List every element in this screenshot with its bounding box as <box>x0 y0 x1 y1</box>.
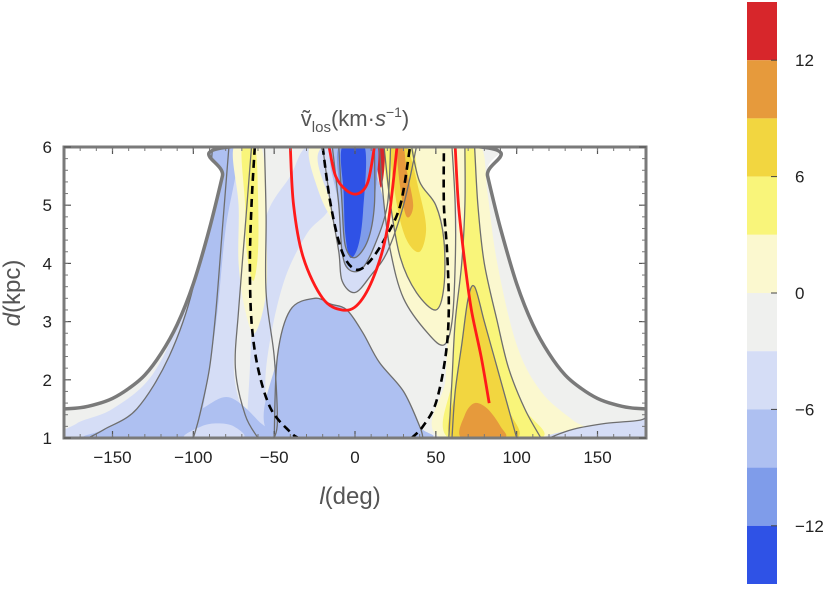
chart-title-unit-exp: −1 <box>386 104 402 120</box>
contour-band-3 <box>247 147 341 438</box>
y-tick-label: 1 <box>43 429 52 448</box>
colorbar-band-0 <box>747 2 777 61</box>
colorbar-band-2 <box>747 118 777 177</box>
colorbar-ticks: 12 6 0 −6 −12 <box>771 51 824 536</box>
x-tick-label: 50 <box>426 448 445 467</box>
colorbar-band-5 <box>747 293 777 352</box>
x-tick-label: 0 <box>350 448 359 467</box>
x-axis-variable: l <box>319 483 325 510</box>
chart-title: ṽlos(km·s−1) <box>301 104 409 136</box>
y-tick-label: 6 <box>43 138 52 157</box>
chart-title-unit-s: s <box>375 106 386 131</box>
y-tick-label: 5 <box>43 196 52 215</box>
contour-band-2 <box>83 147 239 438</box>
colorbar-band-8 <box>747 467 777 526</box>
contour-band-23 <box>183 423 245 438</box>
x-tick-label: 100 <box>502 448 530 467</box>
dashed-curve-1 <box>321 147 412 272</box>
contour-line-7 <box>383 147 446 311</box>
boundary-curve <box>64 147 646 411</box>
contour-band-22 <box>459 402 507 438</box>
colorbar-band-7 <box>747 409 777 468</box>
colorbar-tick-label: 12 <box>795 51 814 70</box>
contour-band-18 <box>367 147 379 194</box>
contour-line-9 <box>473 147 542 438</box>
contour-band-21 <box>447 285 520 438</box>
x-tick-label: −150 <box>93 448 131 467</box>
x-tick-label: −50 <box>260 448 289 467</box>
colorbar-band-6 <box>747 351 777 410</box>
contour-line-3 <box>322 147 418 294</box>
contour-line-4 <box>331 147 392 273</box>
contour-line-10 <box>451 284 518 438</box>
chart-title-unit-close: ) <box>402 106 409 131</box>
colorbar-tick-label: −12 <box>795 517 824 536</box>
contour-line-5 <box>338 147 376 259</box>
dashed-curves <box>248 147 451 438</box>
contour-line-0 <box>234 147 259 438</box>
y-tick-label: 3 <box>43 313 52 332</box>
x-tick-label: 150 <box>583 448 611 467</box>
contour-band-4 <box>263 298 434 438</box>
dashed-curve-0 <box>248 147 300 438</box>
red-curve-0 <box>288 147 399 312</box>
contour-line-12 <box>548 416 646 438</box>
chart-title-subscript: los <box>312 119 331 136</box>
y-tick-label: 2 <box>43 371 52 390</box>
y-tick-label: 4 <box>43 254 52 273</box>
colorbar-tick-label: −6 <box>795 400 814 419</box>
x-axis-title: l(deg) <box>319 483 380 510</box>
y-axis-unit: (kpc) <box>0 260 26 313</box>
contour-band-12 <box>340 147 367 258</box>
colorbar <box>747 2 777 584</box>
x-axis-ticks: −150 −100 −50 0 50 100 150 <box>79 147 631 467</box>
contour-line-8 <box>448 147 466 438</box>
y-axis-variable: d <box>0 312 26 326</box>
colorbar-tick-label: 6 <box>795 168 804 187</box>
outside-region <box>64 147 646 409</box>
colorbar-band-4 <box>747 234 777 293</box>
red-curve-2 <box>453 147 491 404</box>
chart-title-unit-open: (km· <box>331 106 375 131</box>
red-curves <box>288 147 491 404</box>
contour-line-2 <box>192 147 230 438</box>
colorbar-band-1 <box>747 60 777 119</box>
chart-title-symbol: ṽ <box>301 106 312 131</box>
boundary-curve-layer <box>64 147 646 411</box>
y-axis-ticks: 1 2 3 4 5 6 <box>43 138 646 448</box>
colorbar-band-9 <box>747 525 777 584</box>
red-curve-1 <box>327 147 376 196</box>
contour-band-5 <box>156 397 273 438</box>
x-tick-label: −100 <box>174 448 212 467</box>
colorbar-band-3 <box>747 176 777 235</box>
colorbar-tick-label: 0 <box>795 284 804 303</box>
x-axis-unit: (deg) <box>325 483 381 510</box>
dashed-curve-2 <box>410 147 451 438</box>
y-axis-title: d(kpc) <box>0 260 26 327</box>
